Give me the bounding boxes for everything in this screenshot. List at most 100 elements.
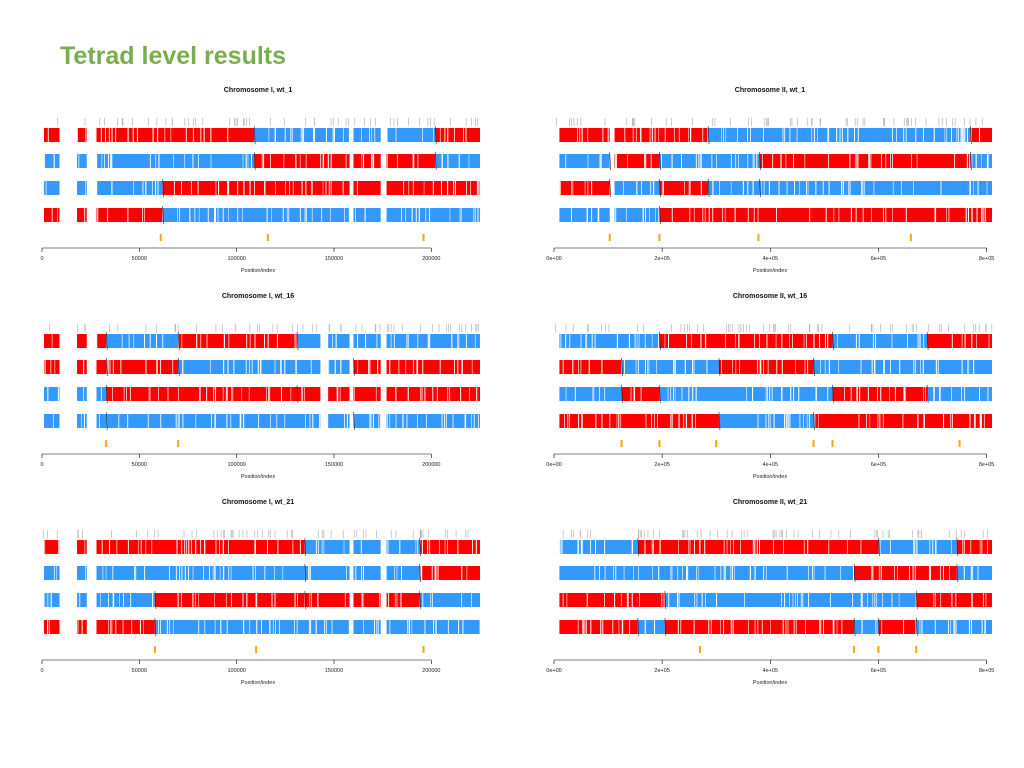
crossover-marker: [105, 440, 108, 447]
genotype-segment: [353, 540, 381, 554]
genotype-segment: [386, 334, 480, 348]
crossover-marker: [658, 234, 661, 241]
genotype-segment: [659, 154, 760, 168]
x-tick-label: 6e+05: [871, 668, 886, 674]
switch-line: [177, 357, 180, 377]
genotype-segment: [353, 208, 381, 222]
spore-row-3: [559, 593, 992, 607]
switch-line: [353, 357, 355, 377]
genotype-segment: [77, 360, 87, 374]
switch-line: [707, 125, 710, 145]
switch-lines: [621, 331, 929, 431]
genotype-segment: [353, 566, 381, 580]
genotype-segment: [96, 566, 305, 580]
genotype-segment: [328, 414, 350, 428]
x-tick-label: 0: [40, 668, 43, 674]
spore-row-2: [43, 360, 480, 374]
switch-line: [105, 331, 108, 351]
genotype-segment: [162, 181, 350, 195]
switch-line: [609, 151, 611, 171]
chart-svg: Chromosome I, wt_16 0 50000 100000 150000 200…: [40, 293, 480, 480]
switch-line: [718, 411, 721, 431]
genotype-segment: [878, 620, 917, 634]
page-title: Tetrad level results: [60, 42, 287, 70]
genotype-segment: [353, 128, 381, 142]
spore-row-3: [43, 593, 480, 607]
genotype-segment: [386, 593, 420, 607]
switch-line: [434, 125, 437, 145]
switch-line: [664, 590, 667, 610]
spore-row-1: [559, 334, 992, 348]
switch-line: [659, 178, 661, 198]
genotype-segment: [659, 181, 709, 195]
genotype-segment: [559, 181, 610, 195]
genotype-segment: [43, 620, 60, 634]
x-tick-label: 100000: [227, 462, 245, 468]
genotype-segment: [77, 387, 87, 401]
genotype-segment: [254, 154, 350, 168]
genotype-segment: [621, 360, 719, 374]
spore-row-3: [43, 387, 480, 401]
genotype-segment: [77, 334, 87, 348]
chart-chrI-wt16: Chromosome I, wt_16 0 50000 100000 150000 200…: [28, 288, 488, 488]
x-axis: 0 50000 100000 150000 200000: [40, 453, 441, 468]
crossover-markers: [159, 234, 425, 241]
x-tick-label: 0: [40, 462, 43, 468]
genotype-segment: [43, 414, 60, 428]
crossover-marker: [159, 234, 162, 241]
x-tick-label: 0: [40, 256, 43, 262]
switch-line: [253, 151, 256, 171]
genotype-segment: [43, 128, 60, 142]
marker-ticks: [555, 324, 993, 332]
crossover-marker: [177, 440, 180, 447]
genotype-segment: [106, 360, 179, 374]
genotype-segment: [559, 154, 610, 168]
switch-line: [353, 411, 355, 431]
spore-row-4: [43, 620, 481, 634]
x-tick-label: 200000: [422, 668, 440, 674]
genotype-segment: [77, 208, 87, 222]
genotype-segment: [759, 181, 992, 195]
switch-line: [926, 331, 929, 351]
x-axis-label: Position/index: [241, 268, 275, 274]
genotype-segment: [328, 387, 350, 401]
switch-lines: [609, 125, 972, 225]
genotype-segment: [106, 334, 179, 348]
switch-line: [659, 331, 661, 351]
switch-lines: [105, 331, 355, 431]
switch-line: [718, 357, 721, 377]
switch-line: [177, 331, 180, 351]
genotype-segment: [386, 154, 436, 168]
marker-ticks: [556, 118, 983, 126]
genotype-segment: [154, 620, 350, 634]
spore-row-2: [559, 360, 992, 374]
x-tick-label: 150000: [325, 256, 343, 262]
crossover-markers: [699, 646, 918, 653]
chart-title: Chromosome I, wt_21: [222, 499, 294, 506]
chart-title: Chromosome II, wt_21: [733, 499, 807, 506]
chart-svg: Chromosome II, wt_16 0e+00 2e+05 4e+05 6e+05…: [546, 293, 994, 480]
x-tick-label: 4e+05: [763, 256, 778, 262]
genotype-segment: [304, 540, 350, 554]
genotype-segment: [353, 387, 381, 401]
crossover-marker: [853, 646, 856, 653]
genotype-segment: [637, 620, 665, 634]
x-tick-label: 150000: [325, 668, 343, 674]
switch-line: [659, 205, 661, 225]
spore-row-2: [559, 154, 992, 168]
switch-line: [813, 357, 815, 377]
switch-line: [162, 205, 164, 225]
genotype-segment: [106, 414, 321, 428]
x-axis: 0 50000 100000 150000 200000: [40, 659, 441, 674]
x-tick-label: 0e+00: [546, 462, 561, 468]
genotype-segment: [664, 620, 855, 634]
crossover-markers: [153, 646, 425, 653]
switch-line: [105, 384, 108, 404]
genotype-segment: [297, 334, 321, 348]
chart-svg: Chromosome II, wt_1 0e+00 2e+05 4e+05 6e+05 8…: [546, 87, 994, 274]
switch-line: [621, 357, 623, 377]
switch-line: [659, 384, 661, 404]
chart-chrI-wt1: Chromosome I, wt_1 0 50000 100000 150000 2000…: [28, 82, 488, 282]
switch-line: [813, 411, 815, 431]
x-axis-label: Position/index: [753, 268, 787, 274]
